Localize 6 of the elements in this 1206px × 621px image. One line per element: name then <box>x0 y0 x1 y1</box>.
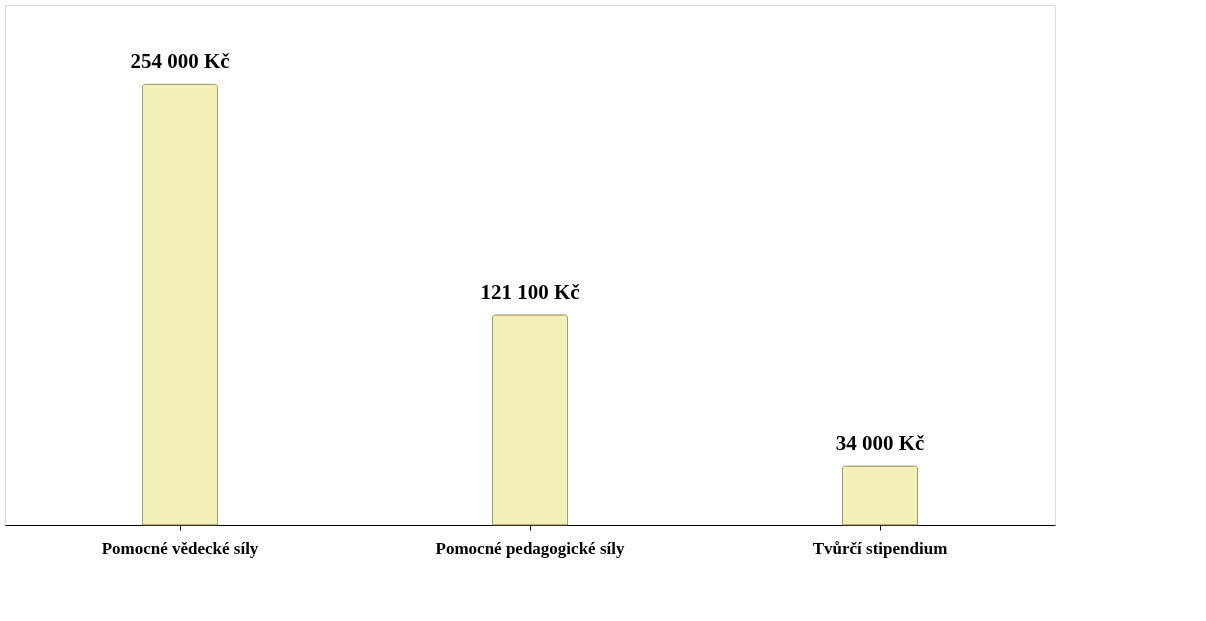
data-label: 34 000 Kč <box>835 431 925 456</box>
x-tick-label: Pomocné pedagogické síly <box>435 538 625 558</box>
x-tick-label: Pomocné vědecké síly <box>101 538 259 558</box>
data-label: 121 100 Kč <box>480 279 580 304</box>
x-tick-label: Tvůrčí stipendium <box>812 538 948 558</box>
data-label: 254 000 Kč <box>130 49 230 74</box>
